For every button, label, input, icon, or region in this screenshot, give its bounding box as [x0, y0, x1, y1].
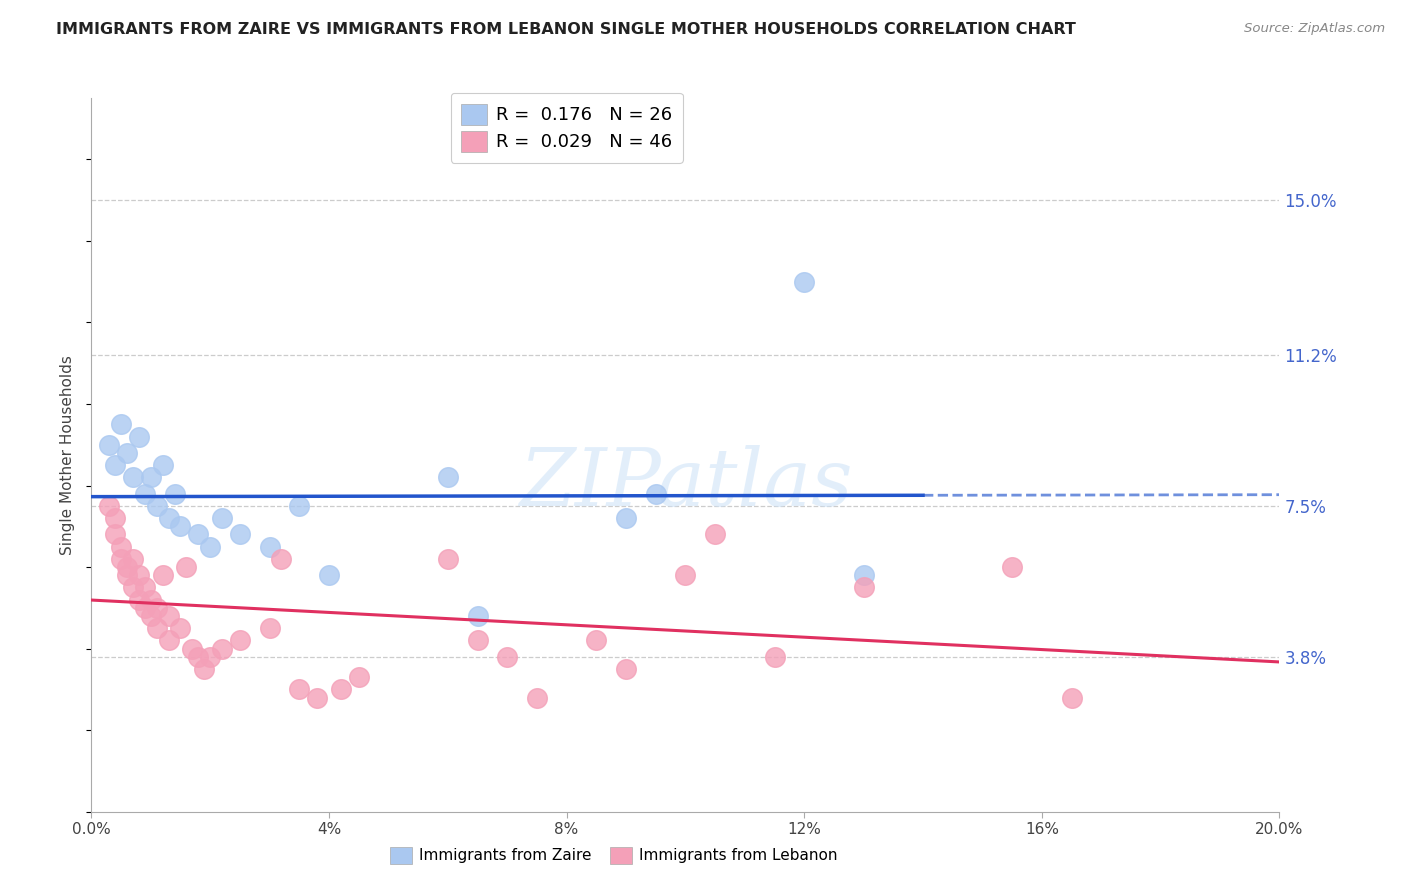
Point [436, 470, 458, 484]
Point [104, 527, 127, 541]
Point [98, 438, 121, 452]
Point [169, 621, 191, 635]
Point [115, 446, 138, 460]
Point [122, 581, 145, 595]
Point [104, 458, 127, 472]
Point [134, 581, 156, 595]
Point [110, 540, 132, 554]
Point [585, 633, 607, 648]
Y-axis label: Single Mother Households: Single Mother Households [60, 355, 76, 555]
Text: IMMIGRANTS FROM ZAIRE VS IMMIGRANTS FROM LEBANON SINGLE MOTHER HOUSEHOLDS CORREL: IMMIGRANTS FROM ZAIRE VS IMMIGRANTS FROM… [56, 22, 1076, 37]
Point [526, 690, 548, 705]
Point [288, 499, 311, 513]
Point [128, 568, 150, 582]
Point [229, 527, 252, 541]
Point [139, 609, 162, 624]
Point [673, 568, 696, 582]
Point [614, 511, 637, 525]
Point [145, 499, 167, 513]
Point [145, 600, 167, 615]
Point [139, 470, 162, 484]
Point [110, 552, 132, 566]
Point [270, 552, 292, 566]
Point [229, 633, 252, 648]
Point [115, 560, 138, 574]
Point [169, 519, 191, 533]
Text: ZIPatlas: ZIPatlas [519, 445, 852, 522]
Text: Source: ZipAtlas.com: Source: ZipAtlas.com [1244, 22, 1385, 36]
Point [145, 621, 167, 635]
Point [163, 486, 186, 500]
Point [139, 592, 162, 607]
Point [704, 527, 727, 541]
Point [98, 499, 121, 513]
Point [644, 486, 666, 500]
Point [157, 511, 180, 525]
Point [211, 641, 233, 656]
Point [1001, 560, 1024, 574]
Point [288, 682, 311, 697]
Point [134, 600, 156, 615]
Point [852, 568, 875, 582]
Point [152, 568, 174, 582]
Point [614, 662, 637, 676]
Point [467, 609, 489, 624]
Point [259, 540, 281, 554]
Point [128, 592, 150, 607]
Point [176, 560, 198, 574]
Point [496, 649, 519, 664]
Point [793, 275, 815, 289]
Point [104, 511, 127, 525]
Point [307, 690, 329, 705]
Point [157, 609, 180, 624]
Point [152, 458, 174, 472]
Point [134, 486, 156, 500]
Point [318, 568, 340, 582]
Point [763, 649, 786, 664]
Point [259, 621, 281, 635]
Point [128, 429, 150, 443]
Point [187, 527, 209, 541]
Point [157, 633, 180, 648]
Point [211, 511, 233, 525]
Point [115, 568, 138, 582]
Point [467, 633, 489, 648]
Point [1060, 690, 1083, 705]
Point [122, 552, 145, 566]
Point [200, 540, 222, 554]
Legend: Immigrants from Zaire, Immigrants from Lebanon: Immigrants from Zaire, Immigrants from L… [382, 839, 845, 871]
Point [181, 641, 204, 656]
Point [193, 662, 215, 676]
Point [200, 649, 222, 664]
Point [852, 581, 875, 595]
Point [122, 470, 145, 484]
Point [347, 670, 370, 684]
Point [110, 417, 132, 432]
Point [436, 552, 458, 566]
Point [187, 649, 209, 664]
Point [329, 682, 352, 697]
